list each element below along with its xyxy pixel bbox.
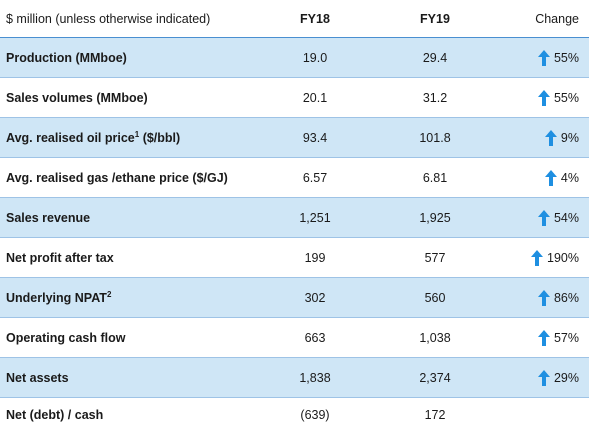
row-fy18: 6.57: [302, 170, 328, 185]
row-fy19: 101.8: [419, 130, 451, 145]
row-fy19: 172: [424, 407, 446, 422]
up-arrow-icon: [537, 329, 550, 346]
row-change: 54%: [537, 209, 579, 226]
up-arrow-icon: [531, 249, 544, 266]
header-label: $ million (unless otherwise indicated): [6, 12, 211, 26]
row-change-value: 57%: [553, 330, 579, 345]
row-change-value: 55%: [553, 50, 579, 65]
row-change-value: 55%: [553, 90, 579, 105]
row-change: 29%: [537, 369, 579, 386]
row-fy19: 2,374: [419, 370, 451, 385]
row-label: Net profit after tax: [6, 250, 114, 265]
table-row-sales-volumes: Sales volumes (MMboe) 20.1 31.2 55%: [0, 78, 589, 118]
row-label: Avg. realised gas /ethane price ($/GJ): [6, 170, 228, 185]
row-change-value: 86%: [553, 290, 579, 305]
row-change: 86%: [537, 289, 579, 306]
table-row-oil-price: Avg. realised oil price1 ($/bbl) 93.4 10…: [0, 118, 589, 158]
row-fy18: 1,838: [299, 370, 331, 385]
row-change: 57%: [537, 329, 579, 346]
row-change: 55%: [537, 89, 579, 106]
row-fy18: 199: [304, 250, 326, 265]
row-fy19: 1,925: [419, 210, 451, 225]
row-change: 9%: [544, 129, 579, 146]
row-change-value: 9%: [560, 130, 579, 145]
row-change-value: 29%: [553, 370, 579, 385]
row-label: Sales revenue: [6, 210, 91, 225]
row-fy18: 19.0: [302, 50, 328, 65]
row-fy18: 663: [304, 330, 326, 345]
row-fy19: 1,038: [419, 330, 451, 345]
row-label-text: Underlying NPAT: [6, 290, 107, 305]
table-row-production: Production (MMboe) 19.0 29.4 55%: [0, 38, 589, 78]
row-change: 190%: [531, 249, 579, 266]
up-arrow-icon: [537, 89, 550, 106]
up-arrow-icon: [537, 289, 550, 306]
row-label: Production (MMboe): [6, 50, 127, 65]
row-fy18: 93.4: [302, 130, 328, 145]
up-arrow-icon: [544, 169, 557, 186]
table-row-gas-price: Avg. realised gas /ethane price ($/GJ) 6…: [0, 158, 589, 198]
table-row-net-assets: Net assets 1,838 2,374 29%: [0, 358, 589, 398]
up-arrow-icon: [537, 209, 550, 226]
row-change-value: 190%: [547, 250, 579, 265]
header-change: Change: [535, 12, 579, 26]
up-arrow-icon: [537, 49, 550, 66]
table-row-underlying-npat: Underlying NPAT2 302 560 86%: [0, 278, 589, 318]
up-arrow-icon: [544, 129, 557, 146]
row-change: 4%: [544, 169, 579, 186]
up-arrow-icon: [537, 369, 550, 386]
row-fy18: 1,251: [299, 210, 331, 225]
footnote-marker: 1: [134, 129, 140, 139]
table-row-net-profit: Net profit after tax 199 577 190%: [0, 238, 589, 278]
header-fy19: FY19: [420, 12, 450, 26]
row-fy19: 577: [424, 250, 446, 265]
row-fy18: 20.1: [302, 90, 328, 105]
table-row-net-debt-cash: Net (debt) / cash (639) 172: [0, 398, 589, 431]
row-label-text: Avg. realised oil price: [6, 130, 135, 145]
row-label: Avg. realised oil price1 ($/bbl): [6, 129, 181, 145]
row-fy19: 31.2: [422, 90, 448, 105]
footnote-marker: 2: [106, 289, 112, 299]
table-row-operating-cash-flow: Operating cash flow 663 1,038 57%: [0, 318, 589, 358]
row-label: Operating cash flow: [6, 330, 126, 345]
row-fy19: 6.81: [422, 170, 448, 185]
row-fy18: (639): [300, 407, 330, 422]
row-label: Net assets: [6, 370, 69, 385]
row-fy19: 29.4: [422, 50, 448, 65]
row-fy18: 302: [304, 290, 326, 305]
row-change-value: 4%: [560, 170, 579, 185]
row-change-value: 54%: [553, 210, 579, 225]
row-label-suffix: ($/bbl): [139, 130, 181, 145]
row-label: Net (debt) / cash: [6, 407, 104, 422]
row-change: 55%: [537, 49, 579, 66]
row-label: Underlying NPAT2: [6, 289, 112, 305]
header-fy18: FY18: [300, 12, 330, 26]
table-row-sales-revenue: Sales revenue 1,251 1,925 54%: [0, 198, 589, 238]
row-fy19: 560: [424, 290, 446, 305]
row-label: Sales volumes (MMboe): [6, 90, 148, 105]
table-header-row: $ million (unless otherwise indicated) F…: [0, 0, 589, 38]
